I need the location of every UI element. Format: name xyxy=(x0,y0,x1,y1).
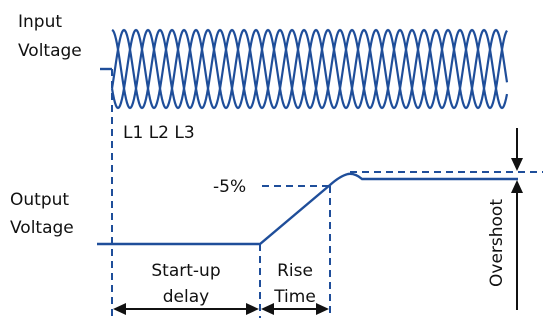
rise-time-arrow xyxy=(261,303,329,315)
startup-delay-arrow xyxy=(113,303,259,315)
startup-delay-label-line1: Start-up xyxy=(151,261,220,281)
overshoot-arrow-up xyxy=(511,180,523,310)
output-voltage-label-line1: Output xyxy=(10,190,69,210)
minus-five-percent-label: -5% xyxy=(213,177,246,197)
rise-time-label-line1: Rise xyxy=(277,261,313,281)
three-phase-waves xyxy=(110,28,509,110)
output-voltage-trace xyxy=(97,172,518,246)
output-voltage-label-line2: Voltage xyxy=(10,218,74,238)
overshoot-arrow-down xyxy=(511,128,523,171)
overshoot-label: Overshoot xyxy=(487,199,507,287)
input-voltage-label-line1: Input xyxy=(18,12,62,32)
phase-labels: L1 L2 L3 xyxy=(123,123,195,143)
startup-delay-label-line2: delay xyxy=(163,287,209,307)
phase-l3-wave xyxy=(110,28,509,110)
rise-time-label-line2: Time xyxy=(273,287,316,307)
input-voltage-label-line2: Voltage xyxy=(18,41,82,61)
